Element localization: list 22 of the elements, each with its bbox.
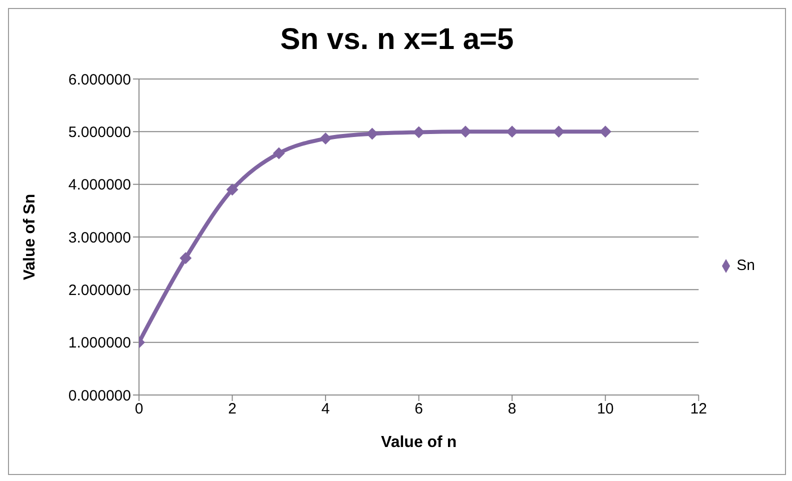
- x-axis-title: Value of n: [381, 434, 457, 451]
- x-tick-label: 12: [690, 400, 707, 418]
- x-tick-label: 2: [228, 400, 236, 418]
- y-tick-label: 4.000000: [68, 176, 131, 194]
- x-tick-label: 8: [508, 400, 516, 418]
- point: [180, 252, 192, 264]
- point: [272, 147, 285, 160]
- point: [226, 184, 238, 196]
- y-tick-label: 1.000000: [68, 334, 131, 352]
- y-tick-label: 5.000000: [68, 124, 131, 141]
- point: [320, 132, 332, 145]
- x-tick-label: 0: [134, 400, 144, 418]
- x-tick-label: 10: [597, 400, 614, 418]
- y-tick-label: 3.000000: [68, 229, 131, 246]
- y-tick-label: 2.000000: [68, 282, 131, 299]
- chart-title: Sn vs. n x=1 a=5: [279, 23, 515, 58]
- legend-label: Sn: [736, 256, 755, 274]
- x-tick-label: 6: [414, 400, 423, 418]
- y-tick-label: 6.000000: [68, 71, 131, 88]
- y-tick-label: 0.000000: [68, 387, 131, 404]
- y-axis-title: Value of Sn: [22, 194, 39, 280]
- x-tick-label: 4: [321, 400, 330, 418]
